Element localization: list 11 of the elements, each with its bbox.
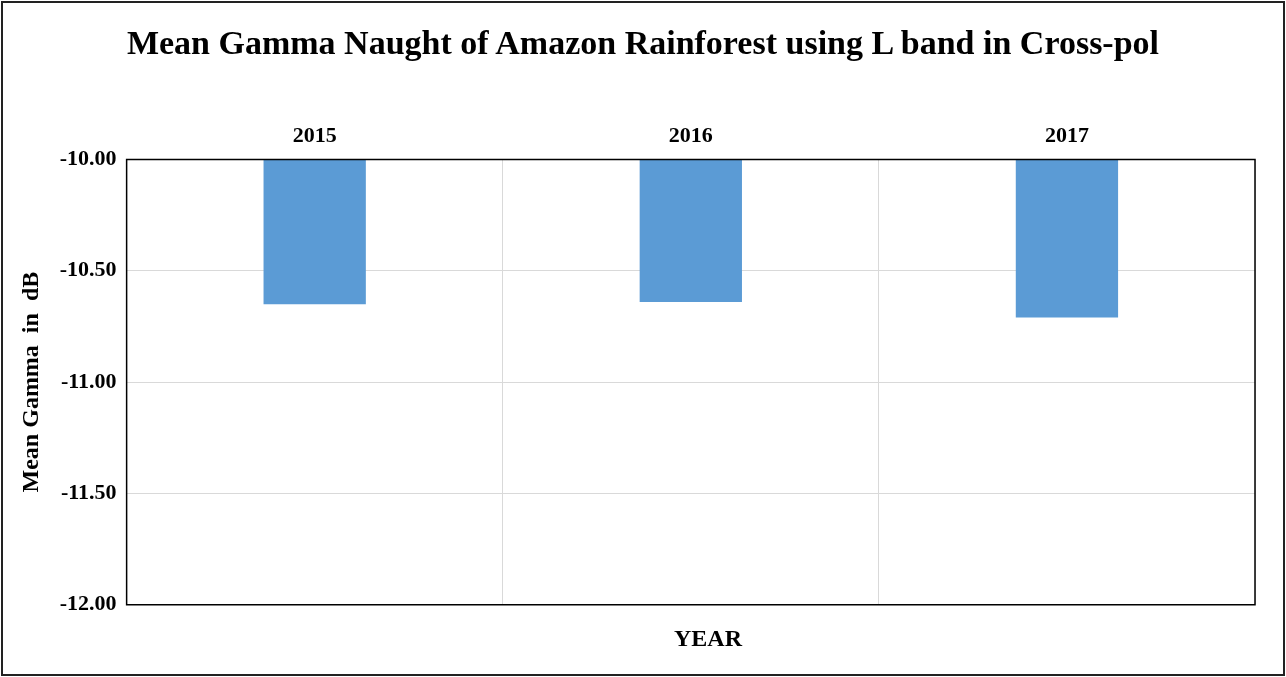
x-axis-title: YEAR: [673, 625, 744, 652]
y-tick-label: -11.00: [61, 367, 117, 393]
y-tick-label: -12.00: [59, 590, 117, 616]
x-tick-label: 2017: [1044, 121, 1089, 147]
x-tick-label: 2015: [292, 121, 337, 147]
chart-title: Mean Gamma Naught of Amazon Rainforest using L band in Cross-pol: [125, 23, 1161, 63]
y-tick-label: -10.00: [59, 145, 117, 171]
y-tick-label: -11.50: [61, 479, 117, 505]
y-tick-label: -10.50: [59, 256, 117, 282]
x-tick-label: 2016: [668, 121, 713, 147]
y-axis-title: Mean Gamma in dB: [16, 271, 43, 493]
